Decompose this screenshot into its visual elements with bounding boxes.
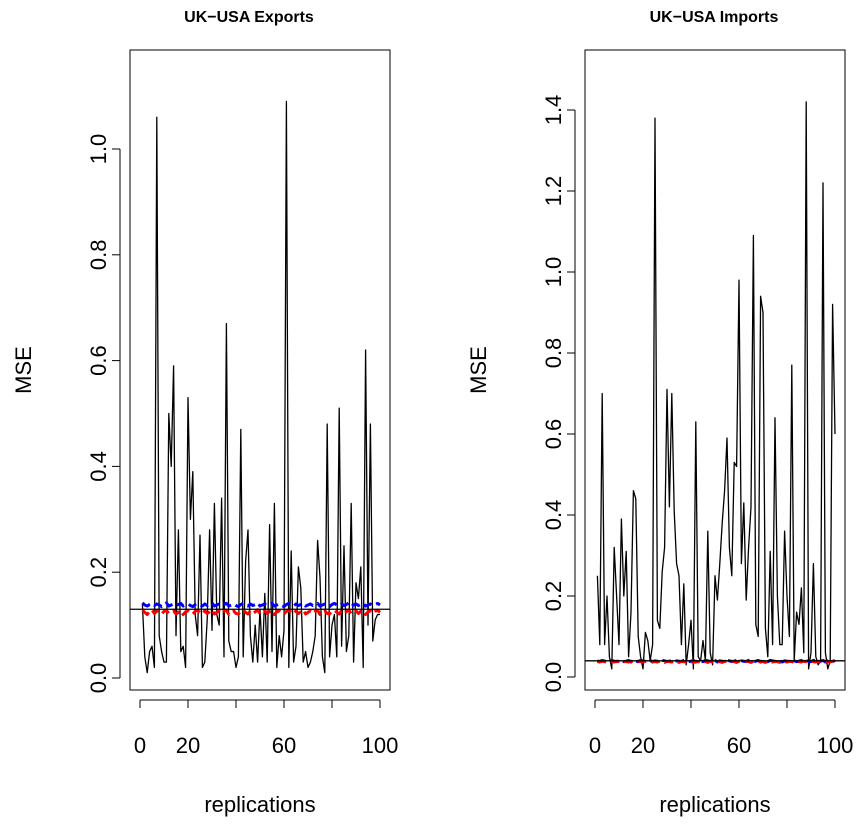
y-tick-label: 0.6 [541, 419, 566, 450]
y-tick-label: 1.0 [86, 134, 111, 165]
y-tick-label: 1.2 [541, 176, 566, 207]
x-tick-label: 20 [631, 733, 655, 758]
x-tick-label: 100 [362, 733, 399, 758]
y-tick-label: 0.2 [86, 557, 111, 588]
x-tick-label: 60 [272, 733, 296, 758]
series-group [596, 101, 836, 670]
y-tick-label: 0.8 [541, 338, 566, 369]
x-axis-label: replications [204, 792, 315, 817]
chart-title: UK−USA Imports [650, 9, 779, 26]
chart-panel-2: UK−USA Imports 0.0 0.2 0.4 0.6 0.8 1.0 1.2 1.4 0 2… [466, 9, 853, 817]
plot-frame [584, 49, 846, 691]
x-tick-label: 100 [817, 733, 854, 758]
x-axis-label: replications [659, 792, 770, 817]
y-tick-label: 1.0 [541, 257, 566, 288]
x-tick-label: 0 [589, 733, 601, 758]
y-tick-label: 0.2 [541, 581, 566, 612]
y-tick-label: 0.8 [86, 240, 111, 271]
y-tick-label: 0.0 [86, 663, 111, 694]
series-line-blue [141, 601, 381, 609]
series-group [141, 100, 381, 674]
series-line-red [141, 608, 381, 617]
y-tick-label: 0.6 [86, 345, 111, 376]
x-tick-label: 0 [134, 733, 146, 758]
series-line-black [141, 100, 380, 674]
x-tick-label: 20 [176, 733, 200, 758]
y-axis-label: MSE [11, 346, 36, 394]
y-axis-label: MSE [466, 346, 491, 394]
chart-panel-1: UK−USA Exports 0.0 0.2 0.4 0.6 0.8 1.0 0 20 60 100… [11, 9, 398, 817]
chart-title: UK−USA Exports [184, 9, 314, 26]
x-tick-label: 60 [727, 733, 751, 758]
y-tick-label: 1.4 [541, 95, 566, 126]
y-tick-label: 0.0 [541, 662, 566, 693]
plot-frame [129, 49, 391, 691]
y-tick-label: 0.4 [86, 451, 111, 482]
series-line-black [596, 101, 836, 670]
y-tick-label: 0.4 [541, 500, 566, 531]
